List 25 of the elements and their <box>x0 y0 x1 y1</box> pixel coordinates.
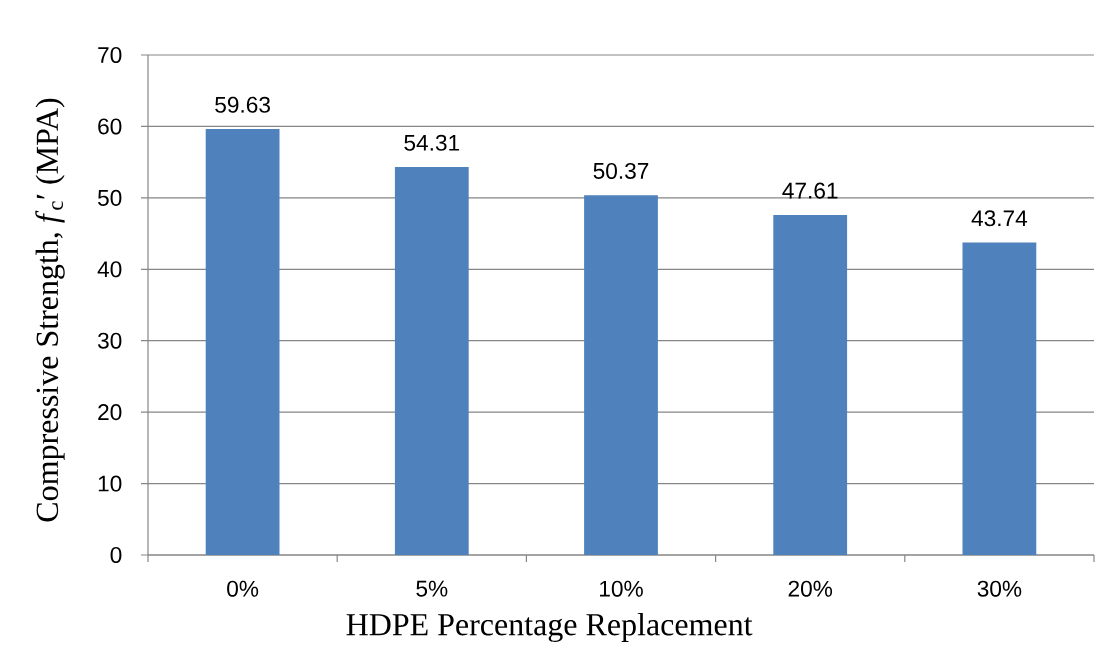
x-tick-label: 5% <box>416 580 448 597</box>
y-tick-label: 60 <box>98 118 122 135</box>
x-axis-title: HDPE Percentage Replacement <box>346 612 753 643</box>
x-tick-label: 10% <box>600 580 643 597</box>
y-tick-label: 20 <box>98 404 122 421</box>
bar <box>205 129 280 555</box>
y-tick-label: 70 <box>98 46 122 64</box>
data-label: 54.31 <box>404 134 460 151</box>
y-tick-label: 50 <box>97 189 122 206</box>
data-label: 47.61 <box>782 182 838 199</box>
data-label: 50.37 <box>593 162 649 179</box>
y-tick-label: 10 <box>98 475 122 492</box>
x-tick-label: 30% <box>977 580 1022 597</box>
data-label: 59.63 <box>215 96 270 113</box>
y-tick-label: 0 <box>110 546 122 564</box>
bar <box>962 242 1037 555</box>
bar <box>773 214 848 555</box>
data-label: 43.74 <box>971 210 1028 227</box>
x-tick-label: 0% <box>227 580 259 597</box>
bar <box>584 195 658 555</box>
y-tick-label: 30 <box>97 332 122 349</box>
y-axis-title: Compressive Strength, f$_{c}$′ (MPA) <box>35 98 65 522</box>
bar <box>394 167 469 555</box>
y-tick-label: 40 <box>97 261 122 278</box>
x-tick-label: 20% <box>788 580 833 597</box>
